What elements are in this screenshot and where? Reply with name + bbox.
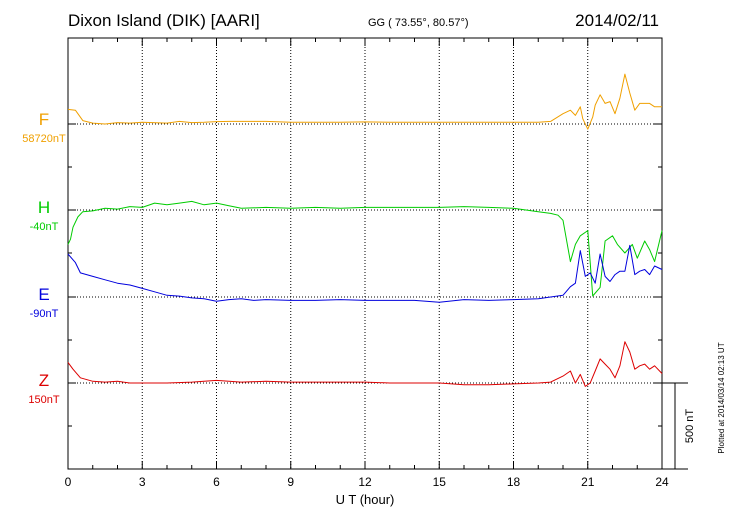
x-tick-label-15: 15 [433,475,447,489]
series-name-E: E [38,285,49,304]
scale-bar: 500 nT [662,382,696,470]
series-baseline-F: 58720nT [22,133,66,145]
series-line-H [67,200,663,297]
x-axis-label: U T (hour) [336,492,395,507]
series-name-H: H [38,198,50,217]
x-tick-labels: 0 3 6 9 12 15 18 21 24 [65,475,669,489]
series-baseline-E: -90nT [30,308,59,320]
x-tick-label-18: 18 [507,475,521,489]
scale-bar-label: 500 nT [684,409,696,444]
series-name-F: F [39,110,49,129]
x-tick-label-24: 24 [655,475,669,489]
series-labels: F 58720nT H -40nT E -90nT Z 150nT [22,110,66,406]
series-baseline-Z: 150nT [28,394,59,406]
x-tick-label-9: 9 [287,475,294,489]
axis-ticks [67,38,663,469]
plotted-at-note: Plotted at 2014/03/14 02:13 UT [717,342,726,453]
x-tick-label-0: 0 [65,475,72,489]
series-lines [67,73,663,387]
x-tick-label-3: 3 [139,475,146,489]
series-name-Z: Z [39,371,49,390]
station-title: Dixon Island (DIK) [AARI] [68,11,260,30]
series-baseline-H: -40nT [30,221,59,233]
x-tick-label-21: 21 [581,475,595,489]
x-tick-label-6: 6 [213,475,220,489]
series-line-F [67,73,662,130]
series-line-Z [67,341,663,387]
series-line-E [67,244,663,303]
x-tick-label-12: 12 [358,475,372,489]
plot-date: 2014/02/11 [575,11,659,30]
station-coordinates: GG ( 73.55°, 80.57°) [368,17,469,29]
